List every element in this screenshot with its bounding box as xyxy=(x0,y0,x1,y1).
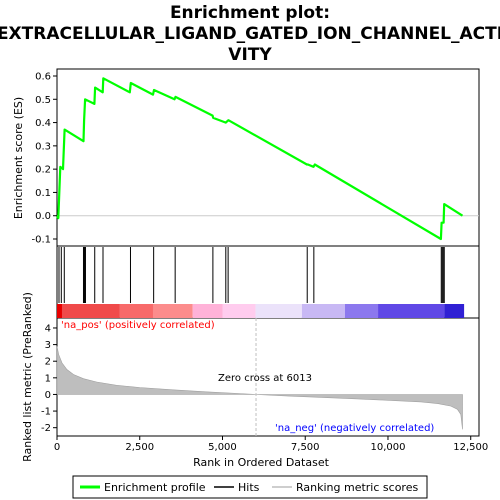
rank-y-tick-label-6: 4 xyxy=(45,323,51,334)
neg-correlated-label: 'na_neg' (negatively correlated) xyxy=(275,423,434,434)
heat-segment-1 xyxy=(119,304,153,318)
heat-segment-4 xyxy=(222,304,256,318)
heat-bar xyxy=(57,304,465,318)
x-tick-label-5: 12,500 xyxy=(453,442,488,453)
es-y-tick-label-2: 0.1 xyxy=(35,188,51,199)
rank-y-axis-label: Ranked list metric (PreRanked) xyxy=(21,292,34,462)
es-y-tick-label-6: 0.5 xyxy=(35,95,51,106)
es-panel-frame xyxy=(56,68,480,247)
rank-y-tick-label-3: 1 xyxy=(45,373,51,384)
x-tick-label-3: 7,500 xyxy=(291,442,320,453)
x-tick-label-1: 2,500 xyxy=(125,442,154,453)
rank-y-tick-label-2: 0 xyxy=(45,390,51,401)
chart-title-line-3: VITY xyxy=(228,45,272,65)
legend-enrichment-label: Enrichment profile xyxy=(104,481,206,494)
es-y-tick-label-7: 0.6 xyxy=(35,71,51,82)
axes-layer: -0.1 0.0 0.1 0.2 0.3 0.4 0.5 0.6 -2 -1 0 1 2 3 4 0 2,500… xyxy=(31,71,488,453)
x-tick-label-4: 10,000 xyxy=(370,442,405,453)
es-y-tick-label-0: -0.1 xyxy=(31,235,51,246)
chart-title-line-1: Enrichment plot: xyxy=(170,3,330,23)
rank-y-tick-label-5: 3 xyxy=(45,340,51,351)
heat-segment-7 xyxy=(344,304,379,318)
heat-segment-8 xyxy=(378,304,445,318)
es-y-tick-label-5: 0.4 xyxy=(35,118,51,129)
heat-segment-2 xyxy=(152,304,193,318)
legend-hits-label: Hits xyxy=(238,481,260,494)
heat-segment-9 xyxy=(444,304,465,318)
ranking-metric-area xyxy=(56,346,463,430)
es-y-tick-label-3: 0.2 xyxy=(35,165,51,176)
es-layer xyxy=(56,77,479,241)
x-tick-label-0: 0 xyxy=(54,442,60,453)
heat-segment-start xyxy=(57,304,62,318)
chart-title-line-2: EXTRACELLULAR_LIGAND_GATED_ION_CHANNEL_A… xyxy=(0,24,500,44)
heat-segment-6 xyxy=(301,304,345,318)
enrichment-profile-line xyxy=(56,77,464,241)
es-y-tick-label-4: 0.3 xyxy=(35,141,51,152)
es-y-tick-label-1: 0.0 xyxy=(35,211,51,222)
rank-y-tick-label-1: -1 xyxy=(41,407,51,418)
rank-y-tick-label-0: -2 xyxy=(41,423,51,434)
pos-correlated-label: 'na_pos' (positively correlated) xyxy=(61,320,215,331)
rank-y-tick-label-4: 2 xyxy=(45,357,51,368)
es-y-axis-label: Enrichment score (ES) xyxy=(12,97,25,219)
rank-layer xyxy=(56,318,463,436)
heat-segment-0 xyxy=(57,304,120,318)
legend-box xyxy=(72,475,428,499)
x-tick-label-2: 5,000 xyxy=(208,442,237,453)
hits-layer xyxy=(58,247,445,303)
rank-x-axis-label: Rank in Ordered Dataset xyxy=(193,456,330,469)
legend-ranking-label: Ranking metric scores xyxy=(296,481,418,494)
heat-segment-5 xyxy=(255,304,302,318)
heat-segment-3 xyxy=(192,304,223,318)
zero-cross-label: Zero cross at 6013 xyxy=(218,373,312,384)
